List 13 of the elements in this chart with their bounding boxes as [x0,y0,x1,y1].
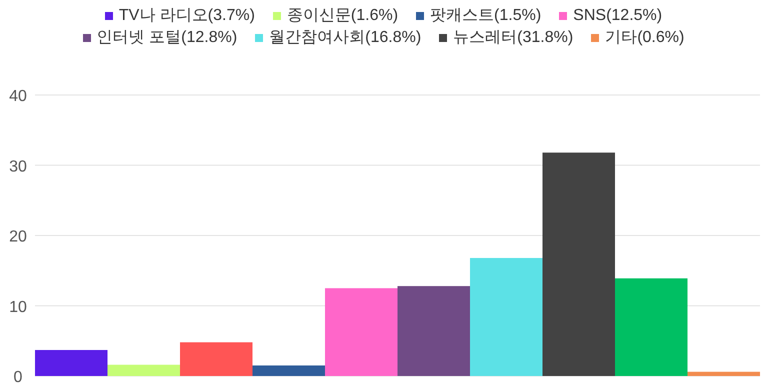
legend-label: 팟캐스트(1.5%) [430,6,542,26]
y-tick-label: 40 [9,88,27,105]
y-tick-label: 0 [14,369,23,386]
y-tick-label: 10 [9,298,27,316]
y-tick-label: 20 [9,228,27,246]
legend-label: 인터넷 포털(12.8%) [96,28,238,48]
legend-label: TV나 라디오(3.7%) [118,6,255,26]
legend-label: 뉴스레터(31.8%) [453,28,574,48]
legend-label: SNS(12.5%) [573,6,662,26]
legend-label: 월간참여사회(16.8%) [269,28,422,48]
legend-label: 기타(0.6%) [605,28,684,48]
legend-label: 종이신문(1.6%) [286,6,398,26]
y-tick-label: 30 [9,158,27,176]
